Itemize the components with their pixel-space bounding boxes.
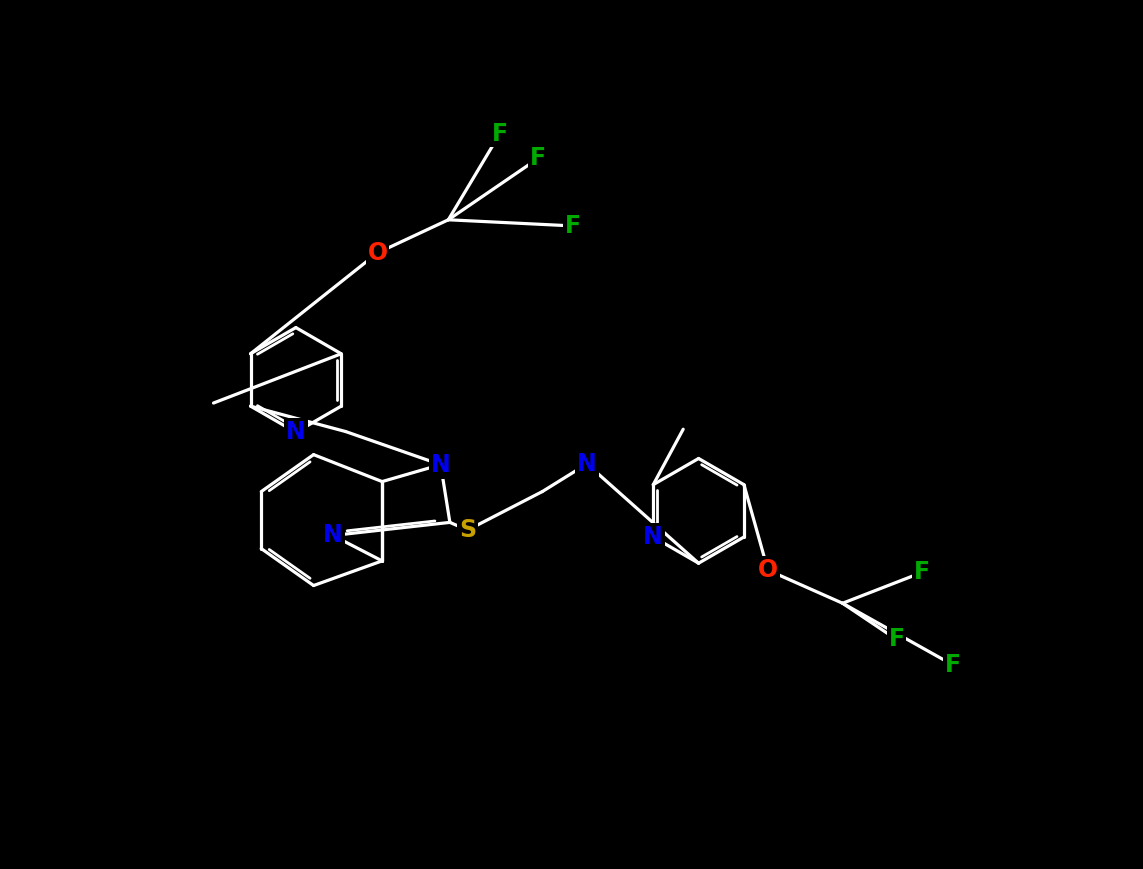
Text: N: N bbox=[323, 523, 343, 547]
Text: F: F bbox=[491, 122, 507, 145]
Text: F: F bbox=[530, 146, 546, 170]
Text: N: N bbox=[431, 453, 450, 476]
Text: O: O bbox=[367, 241, 387, 265]
Text: O: O bbox=[758, 558, 778, 582]
Text: N: N bbox=[644, 525, 663, 549]
Text: N: N bbox=[577, 452, 597, 476]
Text: N: N bbox=[286, 421, 306, 444]
Text: F: F bbox=[565, 214, 581, 238]
Text: F: F bbox=[914, 561, 930, 585]
Text: S: S bbox=[459, 518, 477, 542]
Text: F: F bbox=[888, 627, 904, 652]
Text: F: F bbox=[944, 653, 961, 677]
